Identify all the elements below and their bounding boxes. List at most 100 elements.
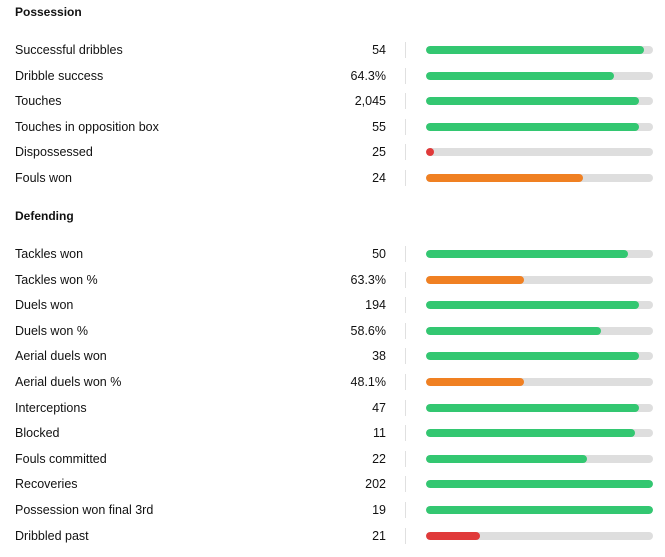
stat-value: 21 (372, 528, 386, 543)
percentile-bar-fill (426, 378, 524, 386)
stat-label: Dribbled past (15, 528, 89, 543)
stat-label: Duels won (15, 298, 74, 313)
stat-row: Fouls won 24 (0, 168, 665, 188)
percentile-bar-fill (426, 403, 640, 412)
stat-row: Possession won final 3rd 19 (0, 500, 665, 520)
percentile-bar-fill (426, 454, 588, 463)
section-title-defending: Defending (15, 209, 74, 223)
stat-label: Dispossessed (15, 145, 93, 160)
stat-label: Aerial duels won % (15, 375, 122, 389)
stat-value: 11 (373, 426, 386, 441)
stat-value: 64.3% (350, 68, 386, 83)
percentile-bar-track (426, 454, 653, 463)
percentile-bar-fill (426, 352, 640, 361)
percentile-bar-track (426, 326, 653, 335)
stat-row: Successful dribbles 54 (0, 40, 665, 60)
stat-label: Blocked (15, 426, 60, 441)
percentile-bar-fill (426, 148, 434, 157)
stat-row: Touches 2,045 (0, 91, 665, 111)
column-divider (405, 425, 406, 442)
stat-row: Touches in opposition box 55 (0, 117, 665, 137)
percentile-bar-fill (426, 429, 635, 438)
stat-value: 2,045 (354, 94, 386, 109)
stat-row: Tackles won 50 (0, 244, 665, 264)
stat-value: 194 (365, 298, 386, 313)
column-divider (405, 374, 406, 390)
column-divider (405, 322, 406, 339)
stat-row: Dribbled past 21 (0, 526, 665, 546)
column-divider (405, 170, 406, 186)
stat-value: 38 (372, 349, 386, 364)
column-divider (405, 271, 406, 288)
column-divider (405, 42, 406, 58)
stat-label: Fouls committed (15, 451, 107, 466)
stat-row: Blocked 11 (0, 423, 665, 443)
stat-value: 22 (372, 451, 386, 466)
percentile-bar-track (426, 480, 653, 489)
percentile-bar-fill (426, 301, 640, 310)
stat-value: 19 (372, 503, 386, 517)
section-title-possession: Possession (15, 5, 82, 19)
percentile-bar-fill (426, 480, 653, 489)
stat-row: Duels won % 58.6% (0, 321, 665, 341)
column-divider (405, 93, 406, 110)
stat-label: Tackles won (15, 247, 84, 261)
percentile-bar-track (426, 352, 653, 361)
percentile-bar-track (426, 97, 653, 106)
percentile-bar-fill (426, 326, 601, 335)
stat-label: Aerial duels won (15, 349, 107, 364)
stat-value: 54 (372, 43, 386, 57)
stat-row: Recoveries 202 (0, 474, 665, 494)
percentile-bar-fill (426, 97, 640, 106)
percentile-bar-track (426, 275, 653, 284)
percentile-bar-track (426, 301, 653, 310)
percentile-bar-track (426, 46, 653, 54)
column-divider (405, 399, 406, 416)
column-divider (405, 297, 406, 314)
percentile-bar-fill (426, 46, 644, 54)
stat-value: 25 (372, 145, 386, 160)
stat-value: 47 (372, 400, 386, 415)
column-divider (405, 67, 406, 84)
stat-value: 24 (372, 171, 386, 185)
stat-value: 55 (372, 119, 386, 134)
stat-label: Interceptions (15, 400, 87, 415)
stat-value: 63.3% (350, 272, 386, 287)
percentile-bar-track (426, 429, 653, 438)
percentile-bar-track (426, 531, 653, 540)
column-divider (405, 118, 406, 135)
column-divider (405, 476, 406, 493)
percentile-bar-track (426, 174, 653, 182)
percentile-bar-fill (426, 506, 653, 514)
stat-label: Touches (15, 94, 62, 109)
column-divider (405, 502, 406, 518)
stat-label: Duels won % (15, 323, 88, 338)
stat-row: Fouls committed 22 (0, 449, 665, 469)
stat-value: 50 (372, 247, 386, 261)
stat-label: Dribble success (15, 68, 104, 83)
percentile-bar-track (426, 378, 653, 386)
stat-label: Touches in opposition box (15, 119, 159, 134)
percentile-bar-track (426, 122, 653, 131)
percentile-bar-track (426, 148, 653, 157)
column-divider (405, 144, 406, 161)
column-divider (405, 348, 406, 365)
stat-label: Successful dribbles (15, 43, 123, 57)
column-divider (405, 527, 406, 544)
percentile-bar-track (426, 71, 653, 80)
stat-row: Tackles won % 63.3% (0, 270, 665, 290)
percentile-bar-fill (426, 531, 481, 540)
stat-row: Dispossessed 25 (0, 142, 665, 162)
stat-row: Aerial duels won 38 (0, 346, 665, 366)
percentile-bar-fill (426, 122, 640, 131)
percentile-bar-track (426, 250, 653, 258)
stat-label: Recoveries (15, 477, 78, 492)
stat-value: 48.1% (350, 375, 386, 389)
stat-label: Fouls won (15, 171, 72, 185)
stat-row: Dribble success 64.3% (0, 66, 665, 86)
stat-value: 202 (365, 477, 386, 492)
percentile-bar-fill (426, 250, 629, 258)
percentile-bar-fill (426, 174, 583, 182)
stat-label: Tackles won % (15, 272, 98, 287)
stat-value: 58.6% (350, 323, 386, 338)
